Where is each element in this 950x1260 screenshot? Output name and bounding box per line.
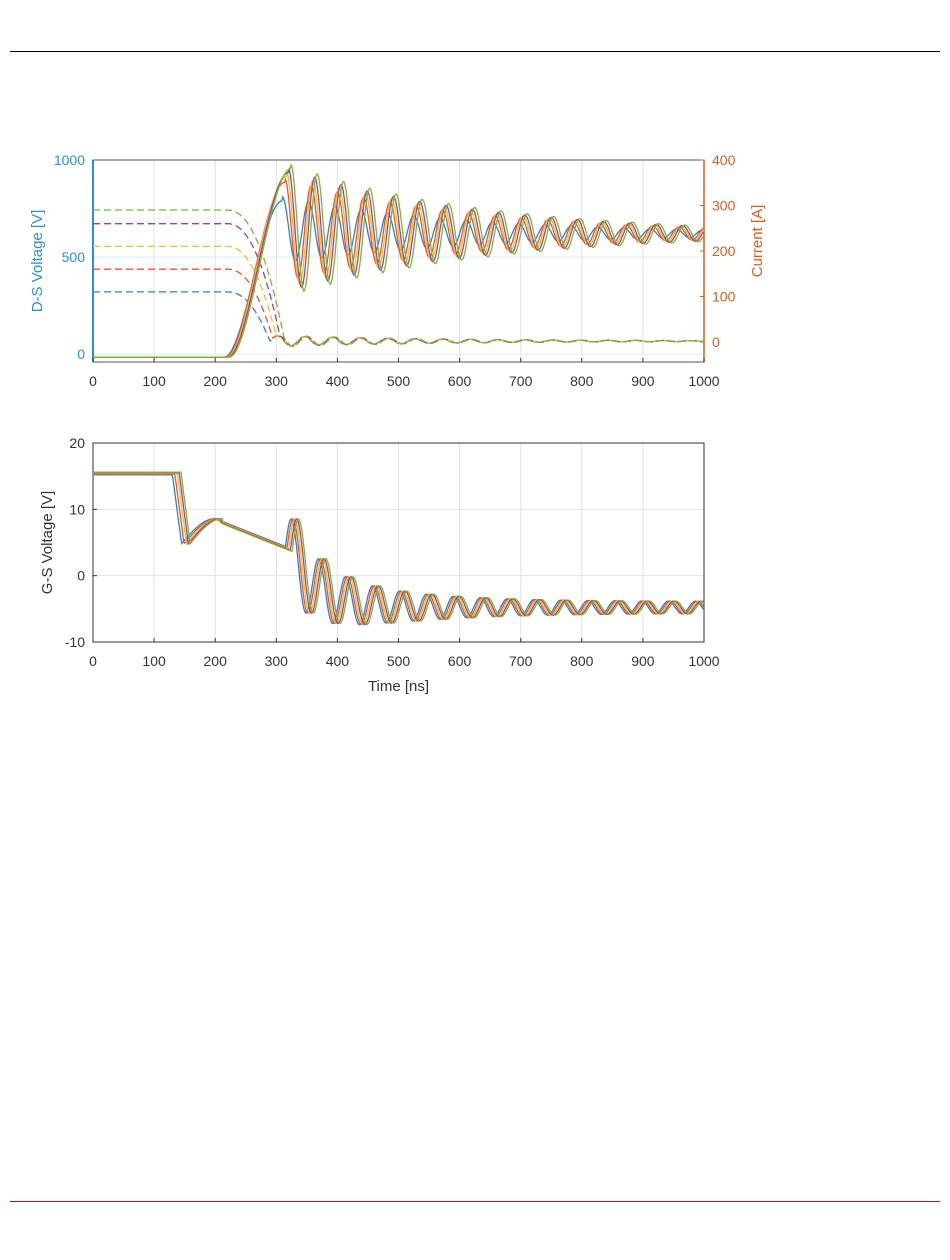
gs-voltage-trace: [93, 473, 704, 626]
y-right-tick-label: 200: [712, 243, 736, 259]
x-tick-label: 600: [448, 653, 472, 669]
y-right-tick-label: 300: [712, 197, 736, 213]
footer-rule: [10, 1201, 940, 1202]
y-tick-label: 0: [77, 568, 85, 584]
x-tick-label: 200: [204, 653, 228, 669]
x-tick-label: 1000: [688, 653, 719, 669]
x-tick-label: 100: [142, 653, 166, 669]
y-tick-label: 500: [62, 249, 86, 265]
y-tick-label: 1000: [54, 152, 85, 168]
x-tick-label: 700: [509, 373, 533, 389]
x-tick-label: 0: [89, 653, 97, 669]
ds-voltage-current-chart: 0 100 200 300 400 500 600 700 800 900 100005001000…: [29, 152, 766, 389]
y-tick-label: 10: [69, 501, 85, 517]
x-tick-label: 500: [387, 373, 411, 389]
voltage-trace: [93, 163, 704, 358]
y-right-tick-label: 100: [712, 288, 736, 304]
x-tick-label: 500: [387, 653, 411, 669]
x-tick-label: 900: [631, 373, 655, 389]
y-right-tick-label: 0: [712, 334, 720, 350]
x-tick-label: 600: [448, 373, 472, 389]
x-tick-label: 800: [570, 373, 594, 389]
y-tick-label: -10: [65, 634, 85, 650]
x-tick-label: 200: [204, 373, 228, 389]
y-axis-label: G-S Voltage [V]: [39, 491, 56, 594]
y-right-tick-label: 400: [712, 152, 736, 168]
gs-voltage-trace: [93, 472, 704, 626]
gs-voltage-chart: 0 100 200 300 400 500 600 700 800 900 1000-1001020…: [39, 435, 720, 695]
plot-area: [93, 163, 704, 358]
x-axis-label: Time [ns]: [368, 678, 429, 695]
x-tick-label: 800: [570, 653, 594, 669]
x-tick-label: 300: [265, 653, 289, 669]
x-tick-label: 100: [142, 373, 166, 389]
y-tick-label: 20: [69, 435, 85, 451]
x-tick-label: 700: [509, 653, 533, 669]
y-tick-label: 0: [77, 346, 85, 362]
y-axis-label: D-S Voltage [V]: [29, 210, 46, 313]
x-tick-label: 0: [89, 373, 97, 389]
plot-area: [93, 471, 704, 626]
header-rule: [10, 51, 940, 52]
current-trace: [93, 209, 704, 347]
x-tick-label: 300: [265, 373, 289, 389]
gs-voltage-trace: [93, 472, 704, 626]
x-tick-label: 400: [326, 373, 350, 389]
x-tick-label: 900: [631, 653, 655, 669]
x-tick-label: 400: [326, 653, 350, 669]
y-right-axis-label: Current [A]: [749, 205, 766, 278]
gs-voltage-trace: [93, 471, 704, 626]
x-tick-label: 1000: [688, 373, 719, 389]
